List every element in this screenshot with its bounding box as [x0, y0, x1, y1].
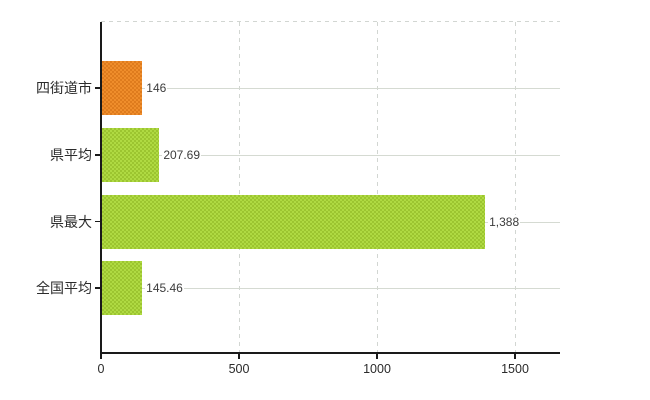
bar [102, 194, 486, 249]
y-axis-tick [95, 87, 101, 89]
gridline-horizontal [101, 88, 560, 89]
category-label: 県平均 [50, 147, 92, 163]
y-axis-tick [95, 287, 101, 289]
bar-value-label: 145.46 [145, 281, 184, 295]
y-axis-tick [95, 220, 101, 223]
bar [102, 128, 160, 182]
gridline-horizontal [101, 155, 560, 156]
plot-top-border [101, 21, 560, 22]
y-axis-tick [95, 154, 101, 156]
gridline-vertical [515, 22, 516, 352]
gridline-vertical [377, 22, 378, 352]
bar [102, 61, 143, 115]
bar-value-label: 146 [145, 81, 168, 95]
category-label: 県最大 [50, 213, 92, 230]
x-axis-tick-label: 1500 [501, 362, 529, 376]
x-axis-tick [238, 353, 240, 359]
category-label: 四街道市 [36, 80, 92, 96]
x-axis-line [100, 352, 560, 354]
gridline-vertical [239, 22, 240, 352]
bar-value-label: 207.69 [162, 148, 202, 162]
x-axis-tick-label: 0 [97, 362, 105, 376]
category-label: 全国平均 [36, 280, 92, 296]
x-axis-tick-label: 1000 [363, 362, 391, 376]
y-axis-line [100, 22, 102, 353]
gridline-horizontal [101, 288, 560, 289]
x-axis-tick [100, 353, 102, 359]
bar [102, 261, 143, 315]
x-axis-tick-label: 500 [228, 362, 250, 376]
bar-value-label: 1,388 [488, 214, 521, 229]
x-axis-tick [514, 353, 516, 359]
x-axis-tick [376, 353, 378, 359]
